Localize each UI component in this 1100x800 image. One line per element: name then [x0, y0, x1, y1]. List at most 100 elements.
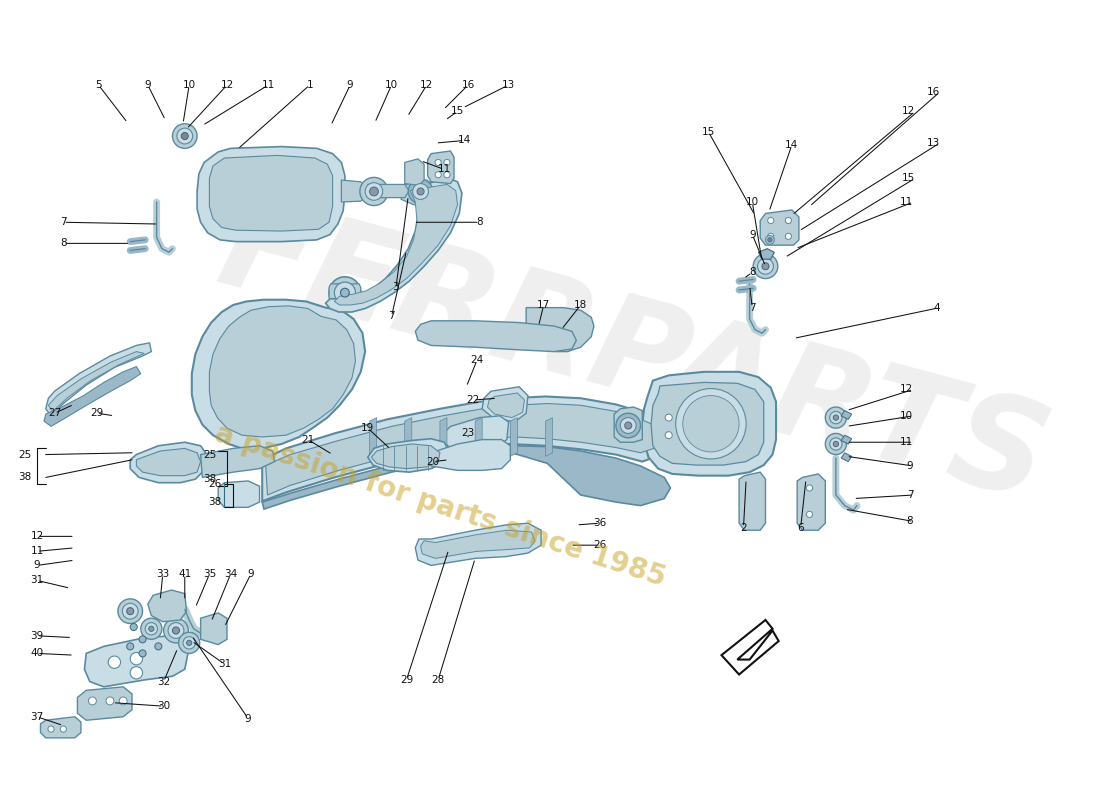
Circle shape	[341, 288, 350, 297]
Text: a passion for parts since 1985: a passion for parts since 1985	[211, 419, 669, 592]
Circle shape	[754, 254, 778, 278]
Text: 9: 9	[144, 80, 151, 90]
Text: 5: 5	[96, 80, 102, 90]
Circle shape	[334, 282, 355, 303]
Text: 9: 9	[245, 714, 252, 723]
Text: 11: 11	[31, 546, 44, 556]
Text: 13: 13	[502, 80, 515, 90]
Polygon shape	[842, 410, 851, 419]
Text: 9: 9	[248, 570, 254, 579]
Polygon shape	[842, 435, 851, 444]
Polygon shape	[722, 620, 779, 674]
Polygon shape	[367, 185, 409, 198]
Text: 9: 9	[906, 461, 913, 471]
Circle shape	[182, 133, 188, 139]
Text: 12: 12	[31, 531, 44, 542]
Text: 17: 17	[537, 300, 550, 310]
Text: 28: 28	[431, 674, 444, 685]
Text: 10: 10	[746, 197, 759, 207]
Polygon shape	[420, 530, 535, 558]
Circle shape	[833, 415, 838, 420]
Text: 29: 29	[90, 408, 103, 418]
Text: 7: 7	[60, 218, 67, 227]
Polygon shape	[487, 393, 525, 418]
Text: 2: 2	[740, 522, 747, 533]
Circle shape	[119, 697, 128, 705]
Circle shape	[762, 262, 769, 270]
Text: 18: 18	[574, 300, 587, 310]
Text: 25: 25	[202, 450, 216, 459]
Text: 38: 38	[18, 473, 31, 482]
Circle shape	[145, 622, 157, 635]
Text: 14: 14	[785, 140, 799, 150]
Polygon shape	[218, 481, 260, 507]
Circle shape	[88, 697, 97, 705]
Text: 26: 26	[593, 540, 607, 550]
Text: 14: 14	[458, 135, 471, 146]
Text: 32: 32	[157, 677, 170, 686]
Text: 12: 12	[420, 80, 433, 90]
Text: 21: 21	[301, 434, 315, 445]
Text: 1: 1	[307, 80, 314, 90]
Polygon shape	[760, 210, 799, 245]
Circle shape	[106, 697, 114, 705]
Text: 8: 8	[60, 238, 67, 248]
Text: 25: 25	[18, 450, 31, 459]
Polygon shape	[367, 438, 449, 472]
Polygon shape	[405, 159, 425, 186]
Polygon shape	[440, 418, 447, 456]
Polygon shape	[475, 418, 482, 456]
Circle shape	[164, 618, 188, 643]
Polygon shape	[758, 249, 774, 259]
Circle shape	[408, 179, 433, 204]
Text: 22: 22	[466, 395, 480, 405]
Text: 15: 15	[702, 126, 715, 137]
Polygon shape	[200, 446, 275, 478]
Polygon shape	[651, 382, 763, 465]
Circle shape	[436, 172, 441, 178]
Circle shape	[155, 643, 162, 650]
Text: 9: 9	[749, 230, 756, 239]
Circle shape	[768, 218, 773, 223]
Circle shape	[48, 726, 54, 732]
Circle shape	[675, 389, 746, 459]
Circle shape	[625, 422, 631, 429]
Text: 24: 24	[471, 355, 484, 366]
Text: 9: 9	[346, 80, 353, 90]
Polygon shape	[842, 453, 851, 462]
Text: 40: 40	[31, 649, 44, 658]
Text: 11: 11	[438, 165, 451, 174]
Text: 8: 8	[906, 517, 913, 526]
Circle shape	[141, 618, 162, 639]
Circle shape	[118, 599, 143, 623]
Text: 11: 11	[900, 438, 913, 447]
Polygon shape	[326, 178, 462, 312]
Circle shape	[825, 407, 846, 428]
Text: 16: 16	[926, 87, 939, 97]
Text: 15: 15	[902, 174, 915, 183]
Text: 31: 31	[218, 659, 231, 669]
Circle shape	[785, 218, 791, 223]
Polygon shape	[431, 439, 510, 470]
Circle shape	[173, 124, 197, 148]
Circle shape	[768, 238, 772, 242]
Circle shape	[130, 666, 143, 679]
Text: 20: 20	[427, 457, 440, 466]
Polygon shape	[147, 590, 187, 622]
Text: 4: 4	[933, 302, 939, 313]
Polygon shape	[443, 416, 508, 451]
Polygon shape	[209, 306, 355, 437]
Text: 38: 38	[208, 497, 221, 507]
Polygon shape	[44, 366, 141, 426]
Text: 30: 30	[157, 701, 170, 711]
Circle shape	[126, 643, 134, 650]
Circle shape	[825, 434, 846, 454]
Polygon shape	[41, 717, 81, 738]
Circle shape	[620, 418, 636, 434]
Polygon shape	[526, 308, 594, 352]
Circle shape	[829, 411, 842, 424]
Polygon shape	[482, 387, 528, 422]
Circle shape	[666, 414, 672, 421]
Circle shape	[758, 258, 773, 274]
Circle shape	[833, 442, 838, 446]
